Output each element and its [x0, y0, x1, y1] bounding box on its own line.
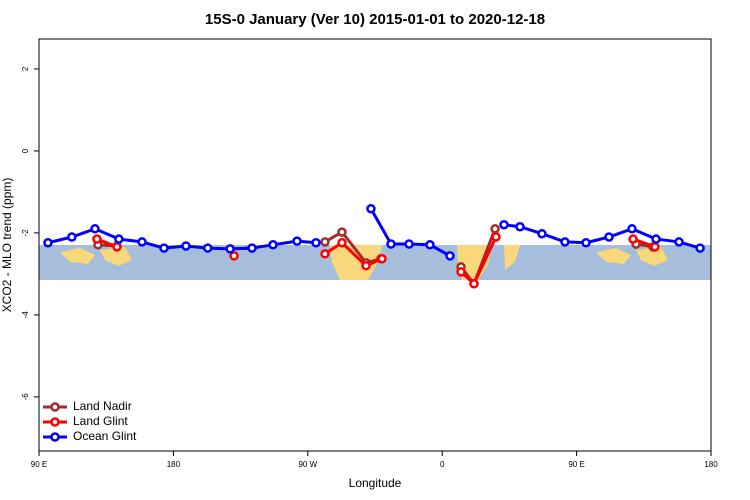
series-line: [324, 240, 383, 268]
data-point: [560, 237, 570, 247]
legend-marker: [50, 432, 60, 442]
x-axis-label: Longitude: [349, 476, 402, 490]
data-point: [181, 241, 191, 251]
x-tick-label: 0: [440, 460, 445, 469]
data-point: [320, 237, 330, 247]
map-background: [39, 245, 711, 280]
data-point: [137, 237, 147, 247]
data-point: [445, 251, 455, 261]
data-point: [112, 242, 122, 252]
data-point: [651, 234, 661, 244]
data-point: [247, 243, 257, 253]
data-point: [515, 222, 525, 232]
y-tick-label: 2: [21, 66, 30, 71]
data-point: [650, 242, 660, 252]
data-point: [469, 278, 479, 289]
data-point: [337, 227, 347, 237]
x-tick-label: 180: [167, 460, 181, 469]
data-point: [114, 234, 124, 244]
x-tick-label: 90 W: [298, 460, 317, 469]
data-point: [491, 232, 501, 242]
x-tick-label: 180: [704, 460, 718, 469]
data-point: [386, 239, 396, 249]
x-tick-label: 90 E: [31, 460, 47, 469]
data-point: [404, 239, 414, 249]
data-point: [695, 243, 705, 253]
data-point: [366, 203, 376, 214]
data-point: [268, 240, 278, 250]
data-point: [377, 253, 387, 264]
data-point: [456, 267, 466, 277]
legend-label: Land Nadir: [73, 399, 132, 413]
data-point: [674, 237, 684, 247]
data-point: [581, 237, 591, 248]
x-tick-label: 90 E: [568, 460, 584, 469]
data-point: [320, 249, 330, 259]
y-axis-label: XCO2 - MLO trend (ppm): [0, 178, 14, 313]
data-point: [67, 232, 77, 242]
legend-label: Ocean Glint: [73, 429, 137, 443]
plot-frame: [38, 38, 712, 452]
data-point: [292, 236, 302, 246]
legend-marker: [50, 417, 60, 427]
chart-title: 15S-0 January (Ver 10) 2015-01-01 to 202…: [205, 11, 545, 28]
data-point: [499, 219, 509, 230]
data-point: [229, 251, 239, 261]
y-tick-label: 0: [21, 148, 30, 153]
data-point: [92, 234, 102, 244]
data-point: [90, 224, 100, 234]
data-point: [202, 243, 213, 253]
data-point: [425, 240, 435, 250]
data-point: [628, 234, 638, 244]
data-point: [225, 244, 235, 254]
legend-label: Land Glint: [73, 414, 128, 428]
y-tick-label: -4: [21, 311, 30, 319]
data-point: [537, 228, 547, 239]
legend-marker: [50, 402, 60, 412]
series-line: [324, 230, 382, 265]
data-point: [490, 224, 500, 234]
data-point: [159, 243, 169, 253]
y-tick-label: -6: [21, 393, 30, 401]
data-point: [311, 237, 321, 248]
data-point: [604, 232, 614, 242]
data-point: [627, 224, 637, 234]
data-point: [43, 237, 53, 248]
data-point: [337, 237, 347, 248]
y-tick-label: -2: [21, 229, 30, 237]
series-line: [503, 223, 701, 250]
data-point: [361, 260, 371, 271]
